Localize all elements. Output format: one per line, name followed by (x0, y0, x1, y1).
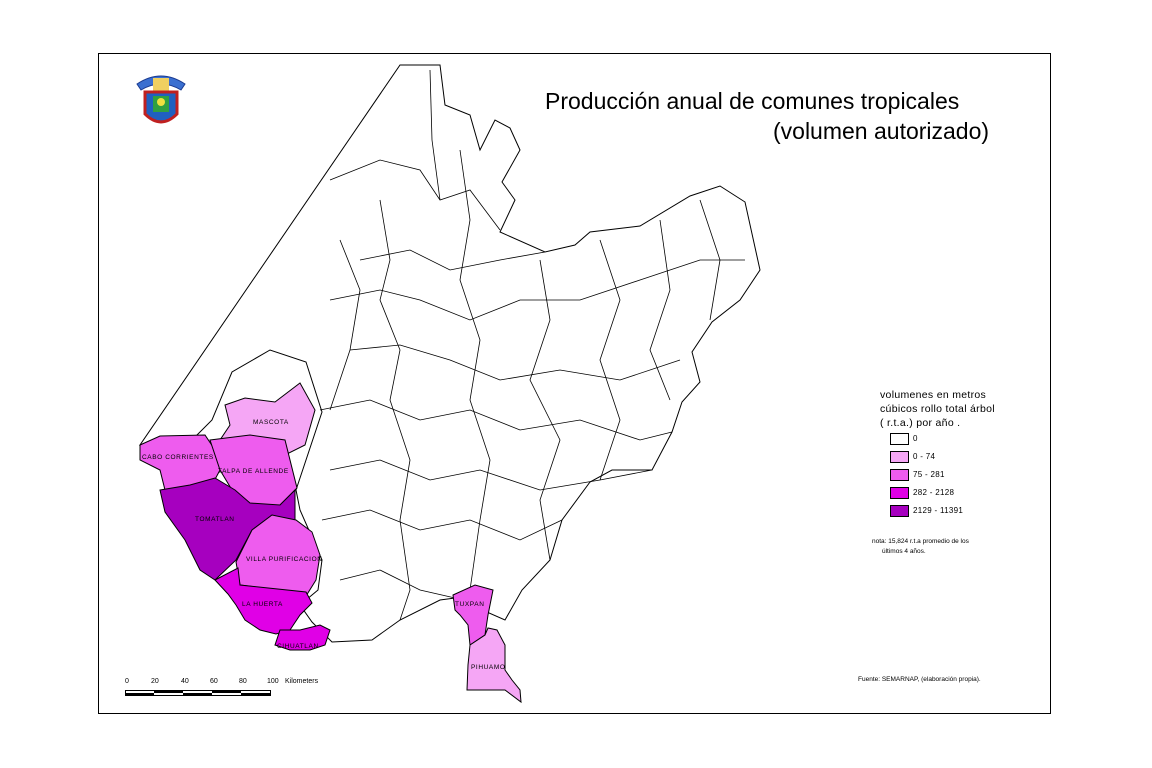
municipality-cihuatlan[interactable] (274, 624, 331, 651)
note-line-1: nota: 15,824 r.t.a promedio de los (872, 538, 969, 545)
label-talpa-de-allende: TALPA DE ALLENDE (218, 468, 289, 475)
scale-unit: Kilometers (285, 678, 319, 685)
label-cabo-corrientes: CABO CORRIENTES (142, 454, 214, 461)
legend-item: 75 - 281 (880, 466, 995, 484)
legend-swatch (890, 505, 909, 517)
legend: volumenes en metros cúbicos rollo total … (880, 388, 995, 520)
label-tomatlan: TOMATLAN (195, 516, 235, 523)
label-mascota: MASCOTA (253, 419, 289, 426)
legend-label: 0 - 74 (913, 452, 936, 461)
label-tuxpan: TUXPAN (455, 601, 484, 608)
scale-tick: 40 (181, 678, 189, 685)
legend-swatch (890, 451, 909, 463)
legend-label: 282 - 2128 (913, 488, 955, 497)
map-frame (98, 53, 1051, 714)
university-seal-logo (136, 75, 186, 124)
legend-item: 282 - 2128 (880, 484, 995, 502)
legend-label: 75 - 281 (913, 470, 945, 479)
legend-heading-1: volumenes en metros (880, 389, 987, 401)
legend-swatch (890, 433, 909, 445)
scale-tick: 60 (210, 678, 218, 685)
map-title: Producción anual de comunes tropicales (545, 88, 960, 114)
scale-tick: 20 (151, 678, 159, 685)
scale-tick: 80 (239, 678, 247, 685)
label-cihuatlan: CIHUATLAN (277, 643, 319, 650)
scale-tick: 0 (125, 678, 129, 685)
legend-item: 2129 - 11391 (880, 502, 995, 520)
legend-swatch (890, 469, 909, 481)
label-villa-purificacion: VILLA PURIFICACION (246, 556, 323, 563)
legend-label: 2129 - 11391 (913, 506, 964, 515)
label-la-huerta: LA HUERTA (242, 601, 283, 608)
scale-bar: 0 20 40 60 80 100 Kilometers (125, 678, 345, 698)
municipal-boundaries (319, 69, 745, 621)
legend-swatch (890, 487, 909, 499)
scale-tick: 100 (267, 678, 279, 685)
legend-heading-2: cúbicos rollo total árbol (880, 403, 995, 415)
map-subtitle: (volumen autorizado) (773, 118, 990, 144)
legend-label: 0 (913, 434, 918, 443)
scale-bar-graphic (125, 690, 271, 696)
note-line-2: últimos 4 años. (882, 548, 926, 555)
label-pihuamo: PIHUAMO (471, 664, 506, 671)
legend-item: 0 - 74 (880, 448, 995, 466)
note: nota: 15,824 r.t.a promedio de los últim… (872, 537, 969, 557)
municipality-pihuamo[interactable] (466, 627, 522, 704)
source-credit: Fuente: SEMARNAP, (elaboración propia). (858, 676, 981, 683)
legend-heading-3: ( r.t.a.) por año . (880, 417, 961, 429)
legend-item: 0 (880, 430, 995, 448)
